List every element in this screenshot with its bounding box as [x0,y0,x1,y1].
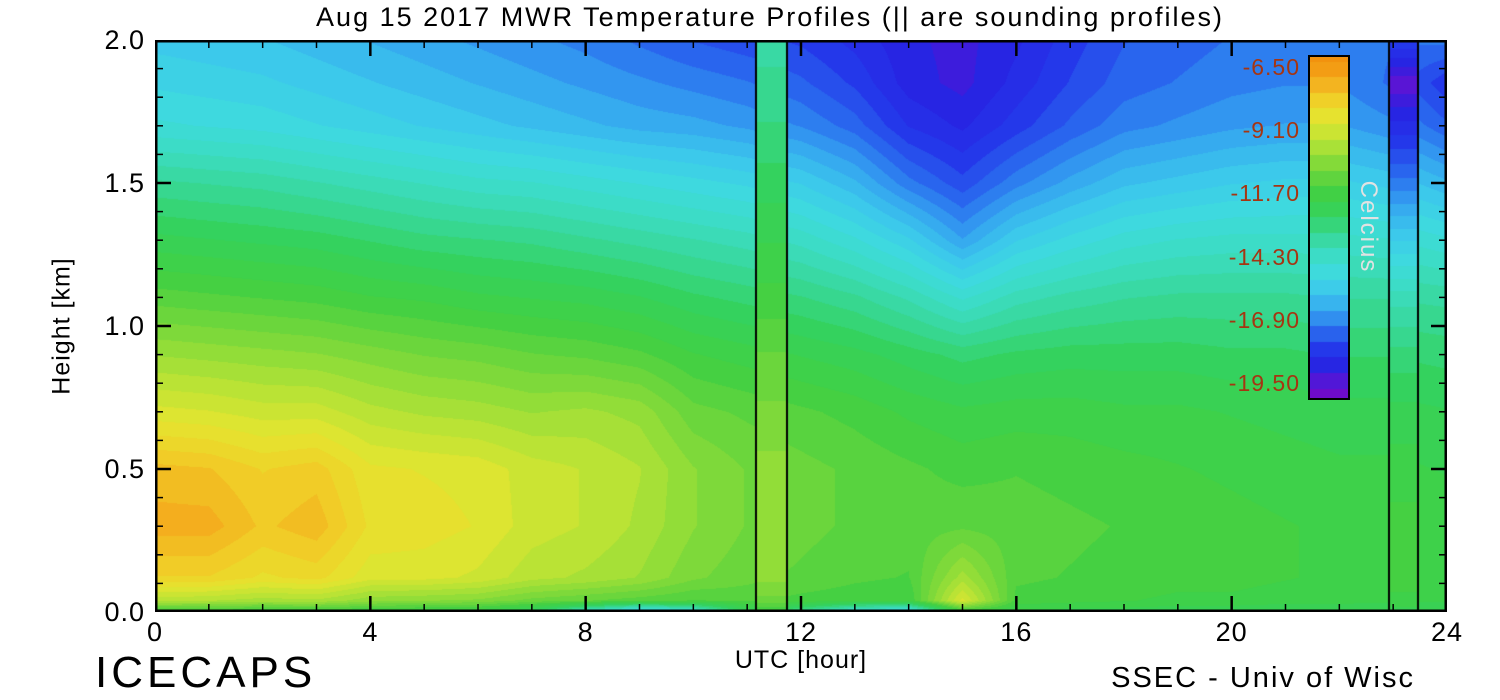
colorbar-canvas [1310,57,1348,398]
x-tick-label: 16 [1000,617,1033,647]
y-tick-label: 2.0 [104,25,145,55]
y-tick-label: 0.0 [104,597,145,627]
colorbar-tick-label: -6.50 [1242,54,1300,81]
y-tick-label: 1.5 [104,168,145,198]
x-tick-label: 20 [1215,617,1248,647]
colorbar-tick-label: -16.90 [1228,306,1300,333]
project-label: ICECAPS [95,648,317,697]
y-tick-label: 0.5 [104,454,145,484]
y-tick-label: 1.0 [104,311,145,341]
x-axis-label: UTC [hour] [734,646,868,674]
x-tick-label: 0 [146,617,164,647]
x-tick-label: 8 [577,617,594,647]
colorbar [1308,55,1350,400]
colorbar-tick-label: -14.30 [1228,243,1300,270]
x-tick-label: 24 [1430,617,1464,647]
chart-title: Aug 15 2017 MWR Temperature Profiles (||… [316,2,1224,32]
colorbar-unit-label: Celcius [1355,180,1382,274]
colorbar-tick-label: -9.10 [1242,117,1300,144]
colorbar-tick-label: -11.70 [1230,180,1300,207]
x-tick-label: 12 [784,617,818,647]
x-tick-label: 4 [362,617,379,647]
credit-label: SSEC - Univ of Wisc [1111,662,1415,694]
colorbar-tick-label: -19.50 [1228,369,1300,396]
